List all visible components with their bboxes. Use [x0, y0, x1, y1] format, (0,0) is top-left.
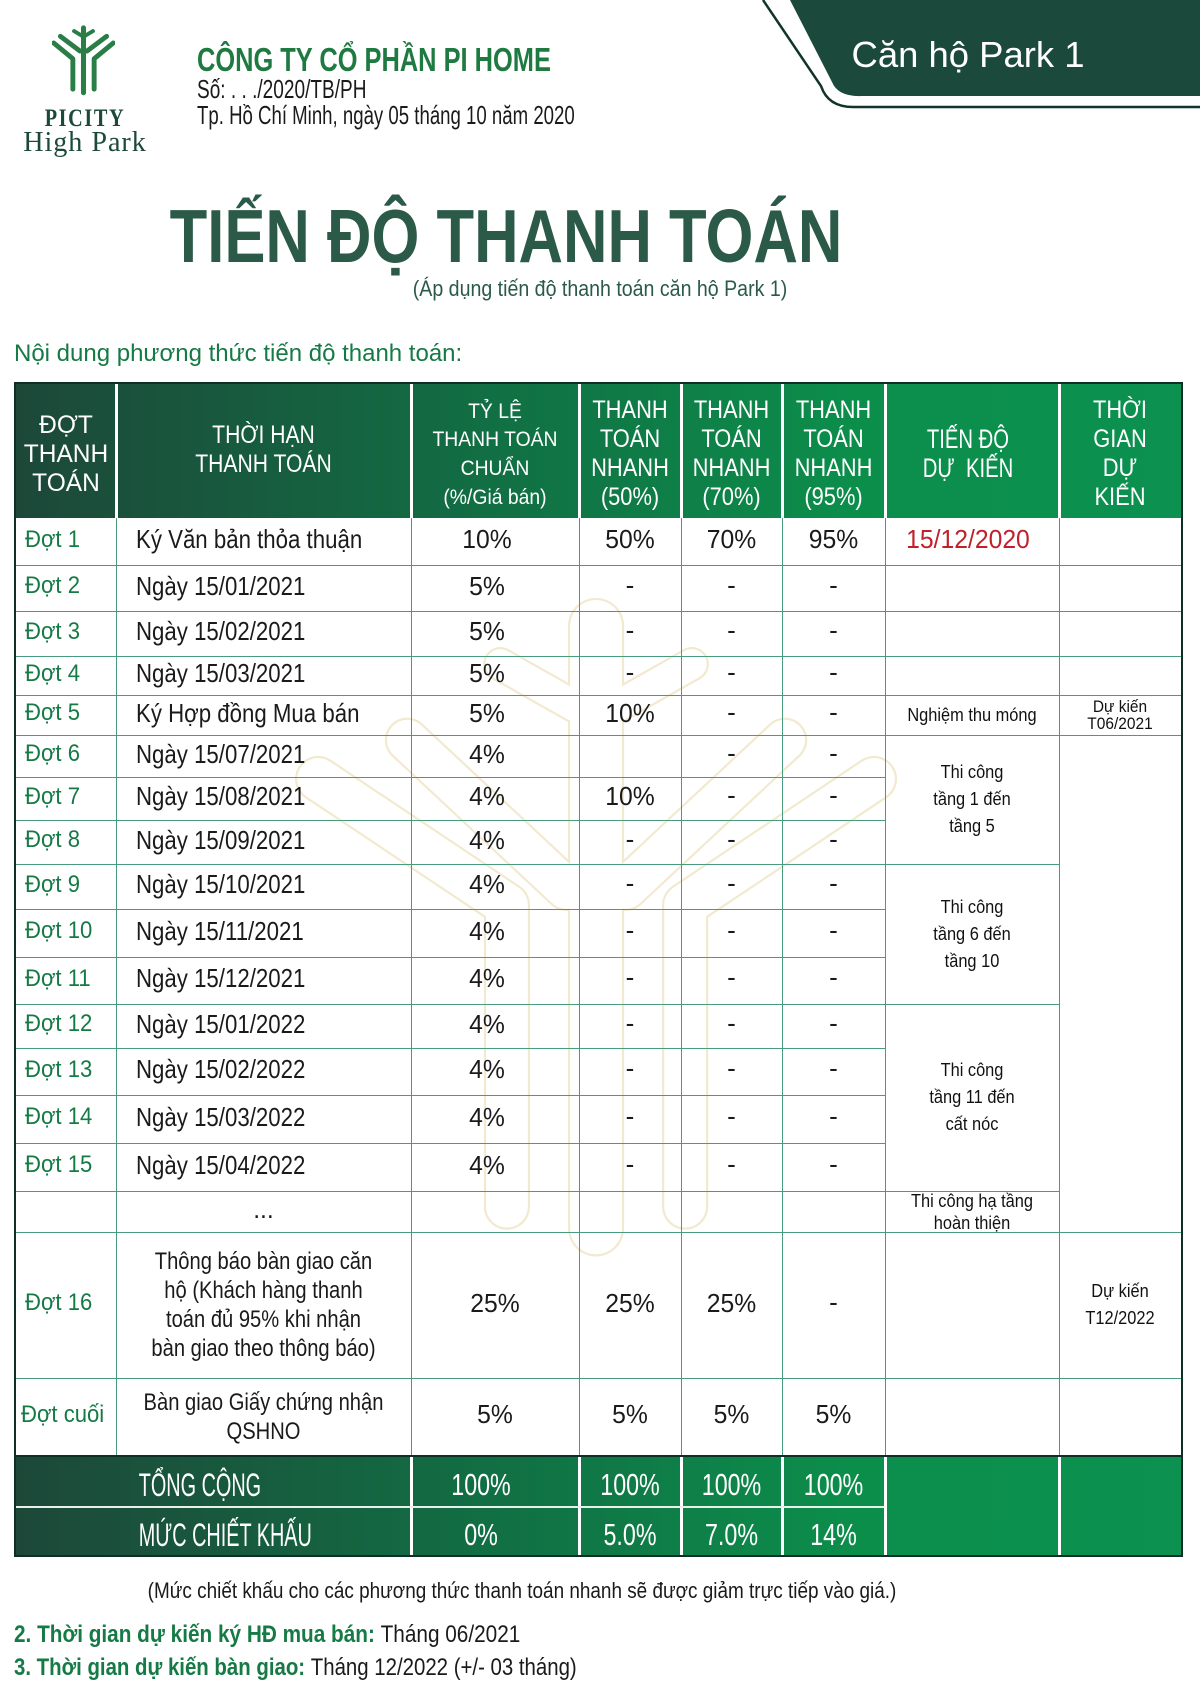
svg-text:Căn hộ Park 1: Căn hộ Park 1	[852, 34, 1085, 75]
